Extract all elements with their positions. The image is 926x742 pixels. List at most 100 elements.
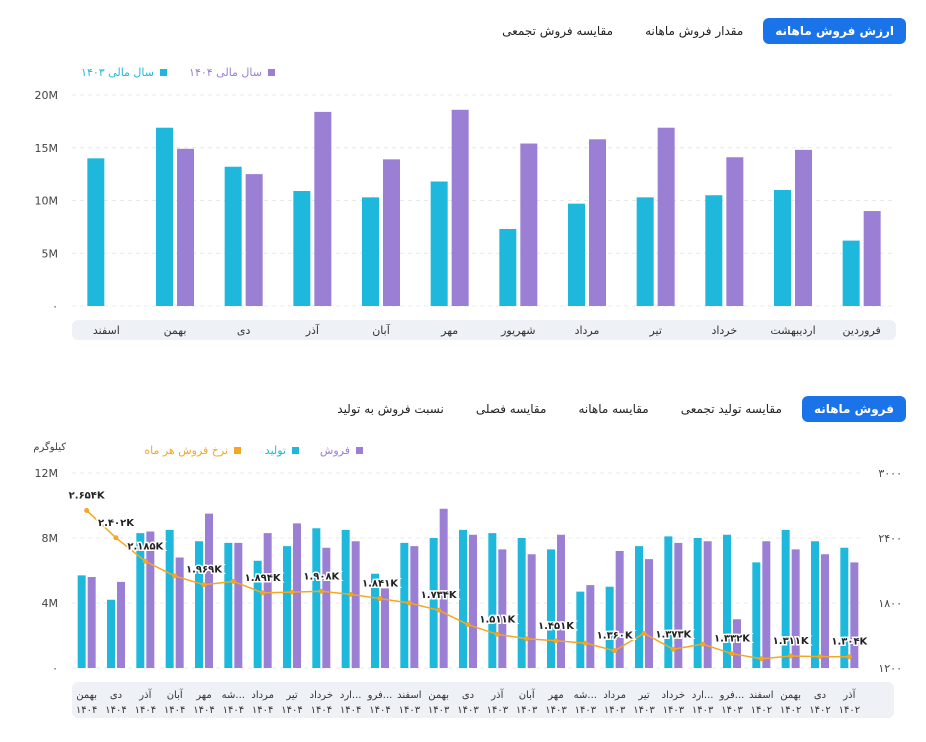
sales-rate-data-label: ۱.۸۹۴K [245,573,282,584]
x-tick-label-year: ۱۴۰۳ [428,705,450,716]
x-tick-label-month: تیر [285,690,298,701]
bar-production [107,599,115,668]
top-tab-0[interactable]: ارزش فروش ماهانه [763,18,906,44]
x-tick-label-month: فرو... [719,690,745,701]
bar-prev-year [430,181,448,306]
legend-label: سال مالی ۱۴۰۳ [81,66,154,79]
x-tick-label-year: ۱۴۰۲ [839,705,860,716]
sales-rate-point [84,507,90,513]
y-left-tick-label: 12M [35,467,59,480]
bar-sales [205,513,213,668]
x-tick-label-month: بهمن [780,690,801,701]
x-tick-label-month: مرداد [251,690,274,701]
x-tick-label-month: اسفند [749,690,773,701]
bar-current-year [863,211,881,306]
x-tick-label-month: آبان [167,688,184,701]
x-tick-label-month: دی [110,690,122,701]
x-tick-label-year: ۱۴۰۳ [663,705,685,716]
x-tick-label-year: ۱۴۰۳ [721,705,743,716]
bar-current-year [314,111,332,306]
x-tick-label-year: ۱۴۰۳ [633,705,655,716]
x-tick-label: آبان [372,323,390,337]
sales-rate-point [377,596,383,602]
bar-sales [439,508,448,668]
x-tick-label-year: ۱۴۰۴ [223,705,244,716]
legend-swatch [292,447,299,454]
bar-sales [791,549,800,668]
x-tick-label-year: ۱۴۰۲ [809,705,830,716]
bottom-tab-2[interactable]: مقایسه ماهانه [578,402,649,416]
bar-prev-year [362,197,379,306]
sales-rate-point [230,578,236,584]
bar-sales [586,585,595,668]
x-tick-label-year: ۱۴۰۲ [780,705,801,716]
x-tick-label-month: آبان [519,688,536,701]
x-tick-label-year: ۱۴۰۴ [311,705,332,716]
x-tick-label-month: آذر [842,688,856,701]
bar-prev-year [293,191,311,306]
x-tick-label-year: ۱۴۰۴ [164,705,185,716]
sales-rate-data-label: ۱.۹۶۹K [186,565,223,576]
bar-production [283,546,291,668]
sales-rate-point [406,600,412,606]
sales-rate-point [201,582,207,588]
x-tick-label-year: ۱۴۰۴ [105,705,126,716]
top-tab-2[interactable]: مقایسه فروش تجمعی [502,24,614,38]
sales-rate-point [670,646,676,652]
bar-production [752,562,761,668]
x-tick-label-month: اسفند [397,690,421,701]
x-tick-label: خرداد [711,324,737,337]
y-tick-label: 15M [35,142,59,155]
bar-current-year [451,109,469,306]
x-tick-label: تیر [648,324,661,337]
bar-current-year [726,157,744,306]
legend-swatch [356,447,363,454]
x-tick-label: آذر [305,323,320,337]
legend-swatch [268,69,275,76]
bar-production [693,538,702,668]
bar-sales [762,541,771,668]
y-right-tick-label: ۲۴۰۰ [878,532,902,545]
bar-production [371,573,379,668]
bar-sales [469,534,477,668]
bar-sales [322,547,331,668]
bar-production [635,546,643,668]
x-tick-label: اسفند [93,324,120,337]
x-tick-label: مهر [440,324,458,337]
x-tick-label-year: ۱۴۰۳ [457,705,479,716]
y-left-axis-label: کیلوگرم [33,441,66,453]
bar-sales [615,551,624,668]
x-tick-label-month: خرداد [310,690,333,701]
bar-production [429,538,438,668]
x-tick-label: دی [237,324,251,337]
x-tick-label-month: شه... [574,690,597,701]
top-tab-1[interactable]: مقدار فروش ماهانه [645,24,744,38]
bar-sales [674,542,683,668]
sales-rate-point [318,588,324,594]
sales-rate-data-label: ۱.۷۳۴K [421,590,458,601]
bar-production [723,534,731,668]
sales-rate-point [142,558,148,564]
bottom-tab-4[interactable]: نسبت فروش به تولید [337,402,444,416]
sales-rate-point [553,638,559,644]
y-left-tick-label: 4M [42,597,59,610]
x-tick-label-month: دی [462,690,474,701]
x-tick-label-year: ۱۴۰۳ [545,705,567,716]
bar-sales [351,541,360,668]
x-tick-label-month: ارد... [340,690,362,701]
bar-production [840,547,849,668]
bar-prev-year [87,158,105,306]
bar-sales [850,562,859,668]
bar-prev-year [636,197,654,306]
sales-rate-data-label: ۱.۳۷۳K [655,629,692,640]
sales-rate-data-label: ۱.۳۰۴K [831,637,868,648]
bottom-tab-0[interactable]: فروش ماهانه [801,396,906,422]
bottom-tab-3[interactable]: مقایسه فصلی [475,402,547,416]
x-tick-label: شهریور [500,324,535,337]
bar-production [664,536,673,668]
bottom-tab-1[interactable]: مقایسه تولید تجمعی [680,402,782,416]
bar-production [576,591,585,668]
x-tick-label: اردیبهشت [770,324,815,337]
sales-rate-data-label: ۱.۳۱۱K [773,636,810,647]
sales-rate-data-label: ۱.۹۰۸K [303,571,340,582]
